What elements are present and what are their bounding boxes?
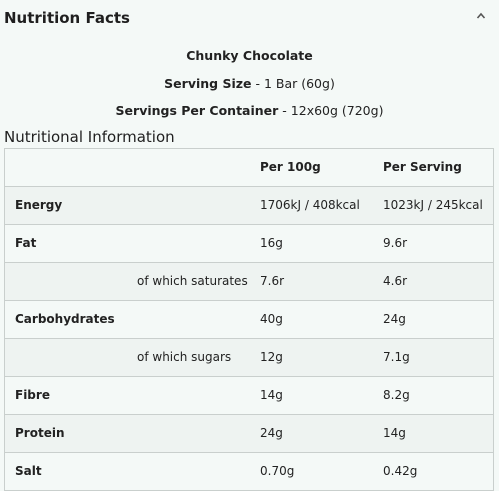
nutrient-name: Carbohydrates [15,312,115,326]
header-per-100g: Per 100g [260,160,321,174]
serving-size-value: - 1 Bar (60g) [251,76,335,91]
per-100g-value: 1706kJ / 408kcal [260,198,360,212]
per-serving-value: 0.42g [383,464,418,478]
nutrient-name: Protein [15,426,65,440]
table-row: Salt 0.70g 0.42g [5,452,493,490]
nutrient-name: Salt [15,464,42,478]
product-name: Chunky Chocolate [186,48,313,63]
per-serving-value: 14g [383,426,406,440]
nutrient-name: Fibre [15,388,50,402]
panel-title: Nutrition Facts [4,9,130,27]
serving-size-label: Serving Size [164,76,252,91]
nutrition-facts-header[interactable]: Nutrition Facts [0,0,499,38]
table-row: Energy 1706kJ / 408kcal 1023kJ / 245kcal [5,186,493,224]
per-serving-value: 9.6r [383,236,408,250]
per-serving-value: 24g [383,312,406,326]
section-title: Nutritional Information [4,128,175,146]
per-100g-value: 0.70g [260,464,295,478]
per-100g-value: 16g [260,236,283,250]
per-100g-value: 24g [260,426,283,440]
nutrition-table: Per 100g Per Serving Energy 1706kJ / 408… [4,148,494,491]
servings-per-container: Servings Per Container - 12x60g (720g) [0,103,499,118]
table-row: of which sugars 12g 7.1g [5,338,493,376]
serving-size: Serving Size - 1 Bar (60g) [0,76,499,91]
per-100g-value: 14g [260,388,283,402]
per-serving-value: 7.1g [383,350,410,364]
per-100g-value: 40g [260,312,283,326]
nutrient-name: Energy [15,198,63,212]
table-header-row: Per 100g Per Serving [5,149,493,186]
per-100g-value: 7.6r [260,274,285,288]
per-100g-value: 12g [260,350,283,364]
nutrient-name: Fat [15,236,37,250]
per-serving-value: 4.6r [383,274,408,288]
servings-value: - 12x60g (720g) [278,103,384,118]
nutrient-name: of which sugars [137,350,232,364]
per-serving-value: 1023kJ / 245kcal [383,198,483,212]
nutrient-name: of which saturates [137,274,248,288]
header-per-serving: Per Serving [383,160,462,174]
table-row: Carbohydrates 40g 24g [5,300,493,338]
servings-label: Servings Per Container [115,103,279,118]
table-row: Protein 24g 14g [5,414,493,452]
chevron-up-icon[interactable] [476,11,486,21]
per-serving-value: 8.2g [383,388,410,402]
table-row: Fibre 14g 8.2g [5,376,493,414]
table-row: of which saturates 7.6r 4.6r [5,262,493,300]
table-row: Fat 16g 9.6r [5,224,493,262]
